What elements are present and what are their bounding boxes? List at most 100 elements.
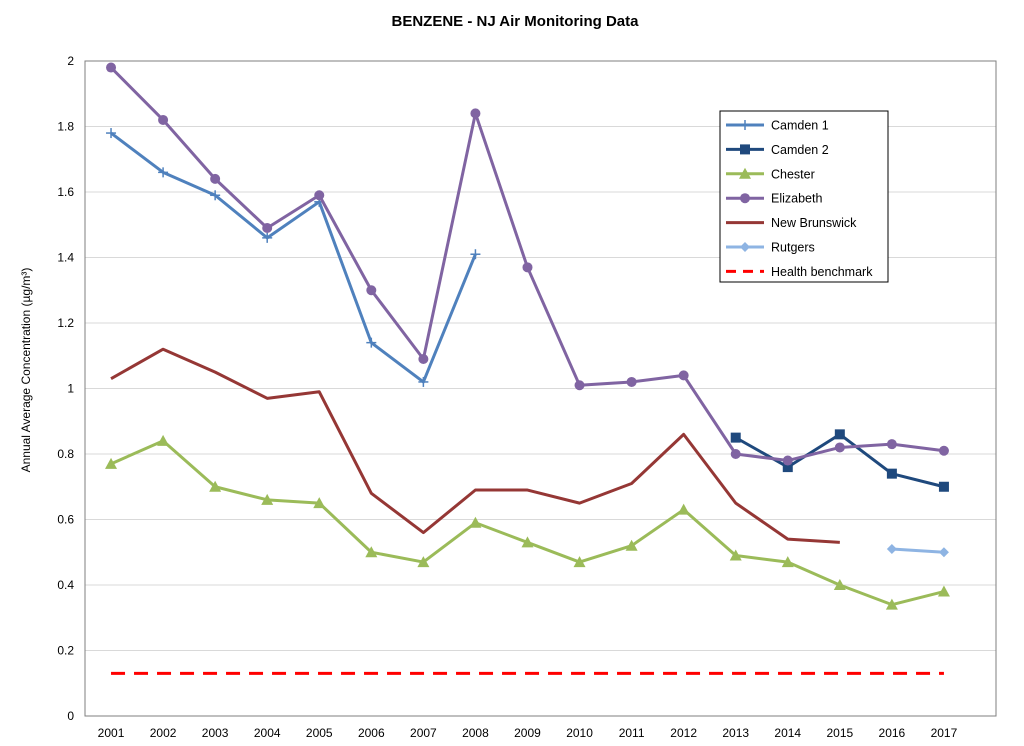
plot-area-border xyxy=(84,60,997,717)
x-tick-label: 2005 xyxy=(306,726,333,740)
data-point xyxy=(782,455,793,466)
legend-item: Rutgers xyxy=(726,241,815,255)
data-point xyxy=(105,457,118,469)
series-lines xyxy=(105,62,950,675)
data-point xyxy=(885,598,898,610)
data-point xyxy=(158,167,169,178)
legend-item: Elizabeth xyxy=(726,192,822,206)
data-point xyxy=(261,493,274,505)
legend: Camden 1 Camden 2 Chester Elizabeth New Brun… xyxy=(719,110,889,283)
y-tick-label: 0.2 xyxy=(57,644,74,658)
x-tick-label: 2012 xyxy=(670,726,697,740)
legend-label: New Brunswick xyxy=(771,216,857,230)
data-point xyxy=(470,108,481,119)
data-point xyxy=(573,556,586,568)
data-point xyxy=(157,434,170,446)
legend-label: Elizabeth xyxy=(771,192,822,206)
data-point xyxy=(937,585,950,597)
legend-label: Rutgers xyxy=(771,241,815,255)
data-point xyxy=(740,144,750,155)
data-point xyxy=(210,190,221,201)
x-tick-label: 2014 xyxy=(774,726,801,740)
legend-item: New Brunswick xyxy=(726,216,857,230)
x-tick-label: 2001 xyxy=(98,726,125,740)
data-point xyxy=(209,480,222,492)
series-line xyxy=(891,547,945,554)
y-tick-label: 2 xyxy=(67,54,74,68)
x-tick-label: 2008 xyxy=(462,726,489,740)
y-tick-label: 1 xyxy=(67,382,74,396)
x-tick-label: 2007 xyxy=(410,726,437,740)
series-line xyxy=(110,347,840,544)
data-point xyxy=(740,242,750,252)
data-point xyxy=(938,445,949,456)
x-tick-label: 2015 xyxy=(826,726,853,740)
series-rutgers xyxy=(886,543,949,558)
y-tick-label: 0 xyxy=(67,709,74,723)
data-point xyxy=(729,549,742,561)
y-tick-label: 0.6 xyxy=(57,513,74,527)
x-tick-label: 2002 xyxy=(150,726,177,740)
y-tick-label: 1.4 xyxy=(57,251,74,265)
x-tick-label: 2006 xyxy=(358,726,385,740)
legend-label: Chester xyxy=(771,167,815,181)
x-tick-label: 2011 xyxy=(619,726,645,740)
data-point xyxy=(886,543,897,554)
data-point xyxy=(625,539,638,551)
data-point xyxy=(730,432,741,443)
data-point xyxy=(782,462,793,473)
data-point xyxy=(313,497,326,509)
data-point xyxy=(730,449,741,459)
series-camden-1 xyxy=(106,128,481,387)
data-point xyxy=(739,167,751,179)
legend-label: Camden 1 xyxy=(771,119,829,133)
data-point xyxy=(740,120,750,130)
data-point xyxy=(626,376,637,387)
data-point xyxy=(834,429,845,440)
x-tick-label: 2010 xyxy=(566,726,593,740)
y-axis-ticks: 0 0.2 0.4 0.6 0.8 1 1.2 1.4 1.6 1.8 2 xyxy=(57,54,74,723)
data-point xyxy=(834,442,845,453)
data-point xyxy=(740,193,750,204)
x-tick-label: 2003 xyxy=(202,726,229,740)
data-point xyxy=(574,380,585,391)
data-point xyxy=(365,546,378,558)
data-point xyxy=(678,370,689,381)
data-point xyxy=(366,285,377,296)
series-line xyxy=(110,131,477,384)
data-point xyxy=(677,503,690,515)
data-point xyxy=(469,516,482,528)
x-tick-label: 2013 xyxy=(722,726,749,740)
series-chester xyxy=(105,434,950,610)
x-axis-ticks: 2001 2002 2003 2004 2005 2006 2007 2008 2009 2010… xyxy=(98,726,958,740)
data-point xyxy=(158,114,169,125)
data-point xyxy=(314,190,325,201)
data-point xyxy=(106,128,117,139)
data-point xyxy=(106,62,117,73)
y-tick-label: 0.8 xyxy=(57,447,74,461)
legend-label: Health benchmark xyxy=(771,265,873,279)
data-point xyxy=(210,173,221,184)
legend-label: Camden 2 xyxy=(771,143,829,157)
data-point xyxy=(781,556,794,568)
y-tick-label: 1.8 xyxy=(57,120,74,134)
data-point xyxy=(938,481,949,492)
data-point xyxy=(938,547,949,558)
series-line xyxy=(110,439,945,607)
grid-lines xyxy=(85,126,996,651)
x-tick-label: 2009 xyxy=(514,726,541,740)
series-elizabeth xyxy=(106,62,949,466)
legend-item: Camden 1 xyxy=(726,119,829,133)
y-tick-label: 1.6 xyxy=(57,185,74,199)
data-point xyxy=(470,249,481,260)
data-point xyxy=(418,354,429,365)
y-tick-label: 0.4 xyxy=(57,578,74,592)
legend-item: Camden 2 xyxy=(726,143,829,157)
data-point xyxy=(522,262,533,273)
chart-title: BENZENE - NJ Air Monitoring Data xyxy=(392,13,640,30)
data-point xyxy=(833,579,846,590)
x-tick-label: 2016 xyxy=(879,726,906,740)
y-tick-label: 1.2 xyxy=(57,316,74,330)
data-point xyxy=(262,232,273,243)
data-point xyxy=(417,556,430,568)
